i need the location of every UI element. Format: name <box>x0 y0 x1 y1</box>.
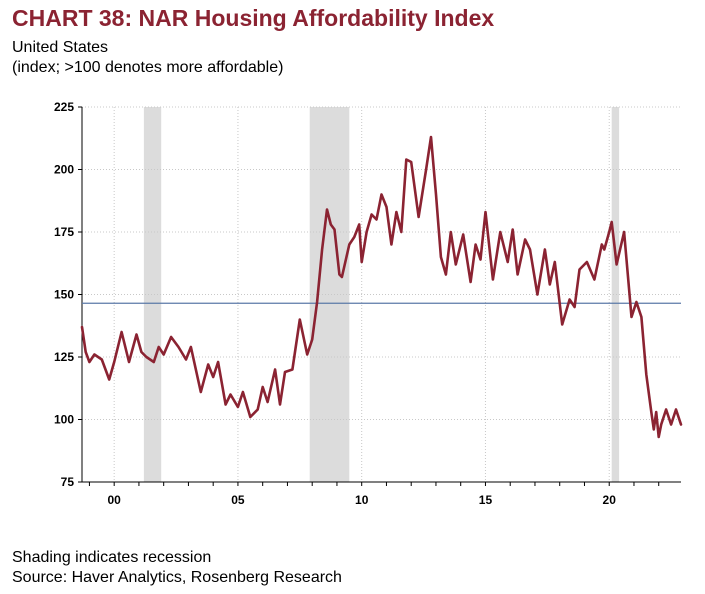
x-tick-label-15: 15 <box>479 493 493 507</box>
y-tick-label-175: 175 <box>54 225 74 239</box>
line-chart: 225 200 175 150 125 100 75 00 05 10 15 20 <box>54 100 683 507</box>
chart-subtitle: United States (index; >100 denotes more … <box>12 38 283 78</box>
y-tick-label-75: 75 <box>61 475 75 489</box>
y-tick-label-125: 125 <box>54 350 74 364</box>
recession-note: Shading indicates recession <box>12 549 212 566</box>
subtitle-units: (index; >100 denotes more affordable) <box>12 59 284 76</box>
x-tick-label-05: 05 <box>231 493 245 507</box>
y-tick-label-150: 150 <box>54 288 74 302</box>
x-tick-label-10: 10 <box>355 493 369 507</box>
chart-footnote: Shading indicates recession Source: Have… <box>12 548 342 588</box>
recession-band-0 <box>143 107 162 482</box>
chart-title: CHART 38: NAR Housing Affordability Inde… <box>12 5 495 31</box>
x-tick-label-20: 20 <box>603 493 617 507</box>
source-note: Source: Haver Analytics, Rosenberg Resea… <box>12 569 342 586</box>
x-tick-label-00: 00 <box>107 493 121 507</box>
y-tick-label-225: 225 <box>54 100 74 114</box>
series-line <box>80 135 683 439</box>
subtitle-region: United States <box>12 39 109 56</box>
y-tick-label-200: 200 <box>54 163 74 177</box>
recession-band-2 <box>611 107 620 482</box>
y-tick-label-100: 100 <box>54 413 74 427</box>
